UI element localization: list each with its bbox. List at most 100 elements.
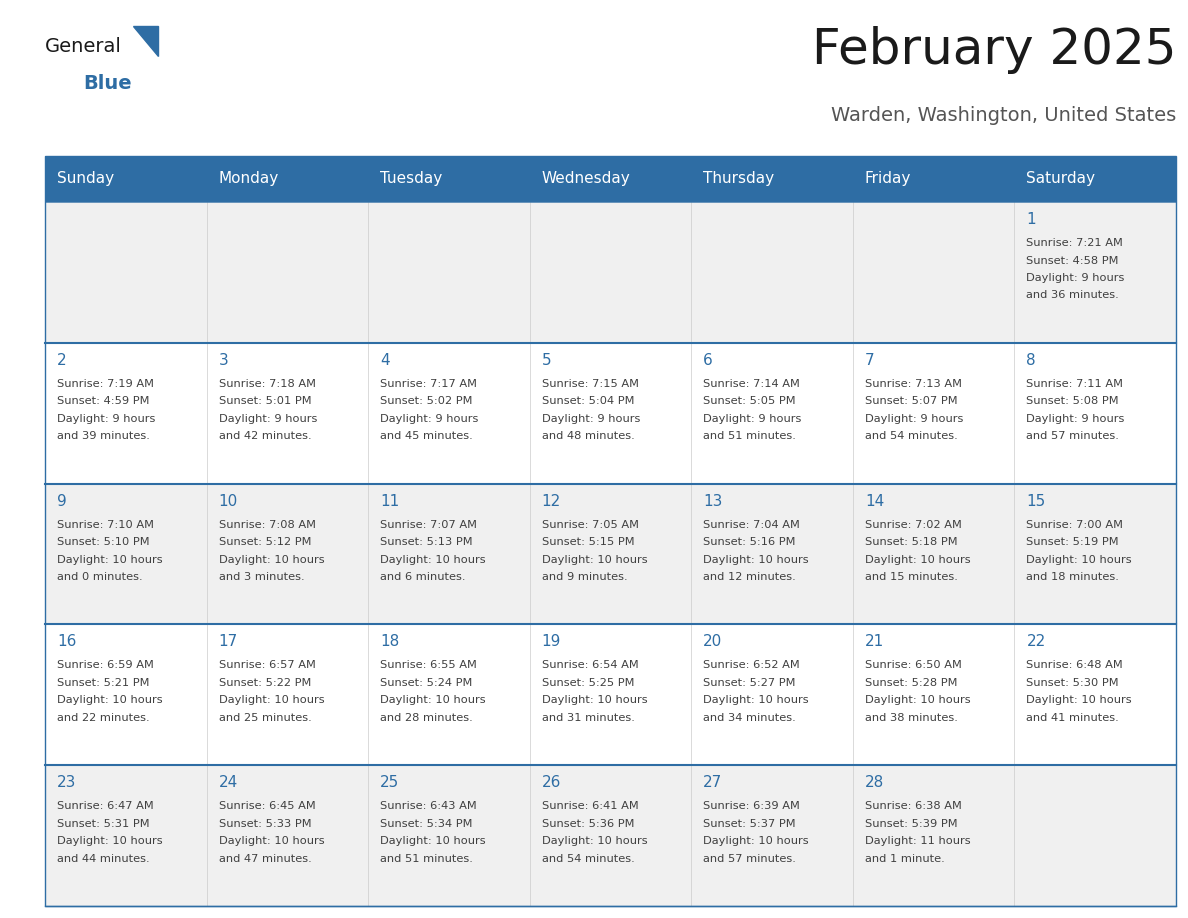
Text: 8: 8 (1026, 353, 1036, 368)
Text: Sunset: 5:02 PM: Sunset: 5:02 PM (380, 397, 473, 407)
Text: Sunrise: 7:14 AM: Sunrise: 7:14 AM (703, 379, 801, 389)
Text: and 45 minutes.: and 45 minutes. (380, 431, 473, 442)
Text: 12: 12 (542, 494, 561, 509)
Text: 3: 3 (219, 353, 228, 368)
Text: Sunset: 5:15 PM: Sunset: 5:15 PM (542, 537, 634, 547)
Polygon shape (133, 26, 158, 56)
Text: Daylight: 10 hours: Daylight: 10 hours (542, 554, 647, 565)
Text: Sunset: 5:19 PM: Sunset: 5:19 PM (1026, 537, 1119, 547)
Text: and 28 minutes.: and 28 minutes. (380, 713, 473, 722)
Text: 14: 14 (865, 494, 884, 509)
Text: Sunrise: 6:43 AM: Sunrise: 6:43 AM (380, 801, 476, 812)
Text: Sunset: 5:04 PM: Sunset: 5:04 PM (542, 397, 634, 407)
Text: Thursday: Thursday (703, 172, 775, 186)
Text: 22: 22 (1026, 634, 1045, 649)
Text: 27: 27 (703, 775, 722, 790)
Text: Sunset: 5:30 PM: Sunset: 5:30 PM (1026, 677, 1119, 688)
Text: and 36 minutes.: and 36 minutes. (1026, 290, 1119, 300)
Text: Sunrise: 7:18 AM: Sunrise: 7:18 AM (219, 379, 316, 389)
Bar (45, 484, 1176, 624)
Text: Sunset: 5:27 PM: Sunset: 5:27 PM (703, 677, 796, 688)
Text: Daylight: 9 hours: Daylight: 9 hours (1026, 273, 1125, 283)
Text: Daylight: 10 hours: Daylight: 10 hours (865, 554, 971, 565)
Text: Sunset: 5:33 PM: Sunset: 5:33 PM (219, 819, 311, 829)
Text: Daylight: 10 hours: Daylight: 10 hours (219, 554, 324, 565)
Text: Sunset: 4:58 PM: Sunset: 4:58 PM (1026, 255, 1119, 265)
Text: and 0 minutes.: and 0 minutes. (57, 572, 143, 582)
Text: Sunrise: 7:11 AM: Sunrise: 7:11 AM (1026, 379, 1124, 389)
Text: Sunrise: 6:57 AM: Sunrise: 6:57 AM (219, 660, 316, 670)
Text: 13: 13 (703, 494, 722, 509)
Text: Daylight: 10 hours: Daylight: 10 hours (219, 696, 324, 705)
Text: Sunrise: 6:47 AM: Sunrise: 6:47 AM (57, 801, 153, 812)
Bar (45, 766, 1176, 906)
Text: Blue: Blue (83, 74, 132, 93)
Text: and 41 minutes.: and 41 minutes. (1026, 713, 1119, 722)
Text: Sunrise: 7:04 AM: Sunrise: 7:04 AM (703, 520, 801, 530)
Text: and 1 minute.: and 1 minute. (865, 854, 944, 864)
Text: Daylight: 9 hours: Daylight: 9 hours (865, 414, 963, 424)
Text: Sunset: 5:16 PM: Sunset: 5:16 PM (703, 537, 796, 547)
Text: Sunset: 5:12 PM: Sunset: 5:12 PM (219, 537, 311, 547)
Bar (45, 202, 1176, 342)
Text: Sunday: Sunday (57, 172, 114, 186)
Text: Daylight: 10 hours: Daylight: 10 hours (57, 836, 163, 846)
Text: and 47 minutes.: and 47 minutes. (219, 854, 311, 864)
Text: General: General (45, 37, 122, 56)
Text: Daylight: 10 hours: Daylight: 10 hours (380, 696, 486, 705)
Text: and 54 minutes.: and 54 minutes. (865, 431, 958, 442)
Text: and 42 minutes.: and 42 minutes. (219, 431, 311, 442)
Text: Monday: Monday (219, 172, 279, 186)
Text: Sunrise: 6:59 AM: Sunrise: 6:59 AM (57, 660, 154, 670)
Text: 17: 17 (219, 634, 238, 649)
Text: Daylight: 10 hours: Daylight: 10 hours (865, 696, 971, 705)
Text: Sunrise: 7:00 AM: Sunrise: 7:00 AM (1026, 520, 1124, 530)
Text: Sunrise: 7:17 AM: Sunrise: 7:17 AM (380, 379, 478, 389)
Text: Daylight: 9 hours: Daylight: 9 hours (219, 414, 317, 424)
Text: and 3 minutes.: and 3 minutes. (219, 572, 304, 582)
Text: 11: 11 (380, 494, 399, 509)
Text: Daylight: 10 hours: Daylight: 10 hours (542, 836, 647, 846)
Text: Sunrise: 7:08 AM: Sunrise: 7:08 AM (219, 520, 316, 530)
Text: Sunset: 5:31 PM: Sunset: 5:31 PM (57, 819, 150, 829)
Text: Daylight: 9 hours: Daylight: 9 hours (57, 414, 156, 424)
Bar (45, 156, 1176, 202)
Text: Sunrise: 6:50 AM: Sunrise: 6:50 AM (865, 660, 962, 670)
Text: Sunrise: 7:05 AM: Sunrise: 7:05 AM (542, 520, 639, 530)
Text: 28: 28 (865, 775, 884, 790)
Bar (45, 156, 1176, 906)
Text: Daylight: 10 hours: Daylight: 10 hours (1026, 554, 1132, 565)
Text: Saturday: Saturday (1026, 172, 1095, 186)
Text: Sunrise: 6:55 AM: Sunrise: 6:55 AM (380, 660, 478, 670)
Text: and 18 minutes.: and 18 minutes. (1026, 572, 1119, 582)
Text: Sunrise: 6:45 AM: Sunrise: 6:45 AM (219, 801, 315, 812)
Text: and 15 minutes.: and 15 minutes. (865, 572, 958, 582)
Text: 16: 16 (57, 634, 76, 649)
Text: 6: 6 (703, 353, 713, 368)
Text: Daylight: 9 hours: Daylight: 9 hours (1026, 414, 1125, 424)
Text: Sunset: 5:21 PM: Sunset: 5:21 PM (57, 677, 150, 688)
Text: Sunset: 5:28 PM: Sunset: 5:28 PM (865, 677, 958, 688)
Text: and 44 minutes.: and 44 minutes. (57, 854, 150, 864)
Text: Daylight: 9 hours: Daylight: 9 hours (542, 414, 640, 424)
Text: Sunset: 5:25 PM: Sunset: 5:25 PM (542, 677, 634, 688)
Text: Sunrise: 7:10 AM: Sunrise: 7:10 AM (57, 520, 154, 530)
Text: 21: 21 (865, 634, 884, 649)
Text: and 6 minutes.: and 6 minutes. (380, 572, 466, 582)
Text: Sunset: 5:36 PM: Sunset: 5:36 PM (542, 819, 634, 829)
Text: and 22 minutes.: and 22 minutes. (57, 713, 150, 722)
Text: Sunrise: 7:02 AM: Sunrise: 7:02 AM (865, 520, 962, 530)
Text: 26: 26 (542, 775, 561, 790)
Text: 1: 1 (1026, 212, 1036, 227)
Text: Friday: Friday (865, 172, 911, 186)
Text: Sunset: 5:39 PM: Sunset: 5:39 PM (865, 819, 958, 829)
Text: Warden, Washington, United States: Warden, Washington, United States (830, 106, 1176, 125)
Text: Sunset: 5:13 PM: Sunset: 5:13 PM (380, 537, 473, 547)
Text: Sunrise: 6:39 AM: Sunrise: 6:39 AM (703, 801, 801, 812)
Text: Sunset: 5:08 PM: Sunset: 5:08 PM (1026, 397, 1119, 407)
Text: Sunset: 5:01 PM: Sunset: 5:01 PM (219, 397, 311, 407)
Text: Daylight: 10 hours: Daylight: 10 hours (380, 836, 486, 846)
Text: 20: 20 (703, 634, 722, 649)
Text: 9: 9 (57, 494, 67, 509)
Text: 10: 10 (219, 494, 238, 509)
